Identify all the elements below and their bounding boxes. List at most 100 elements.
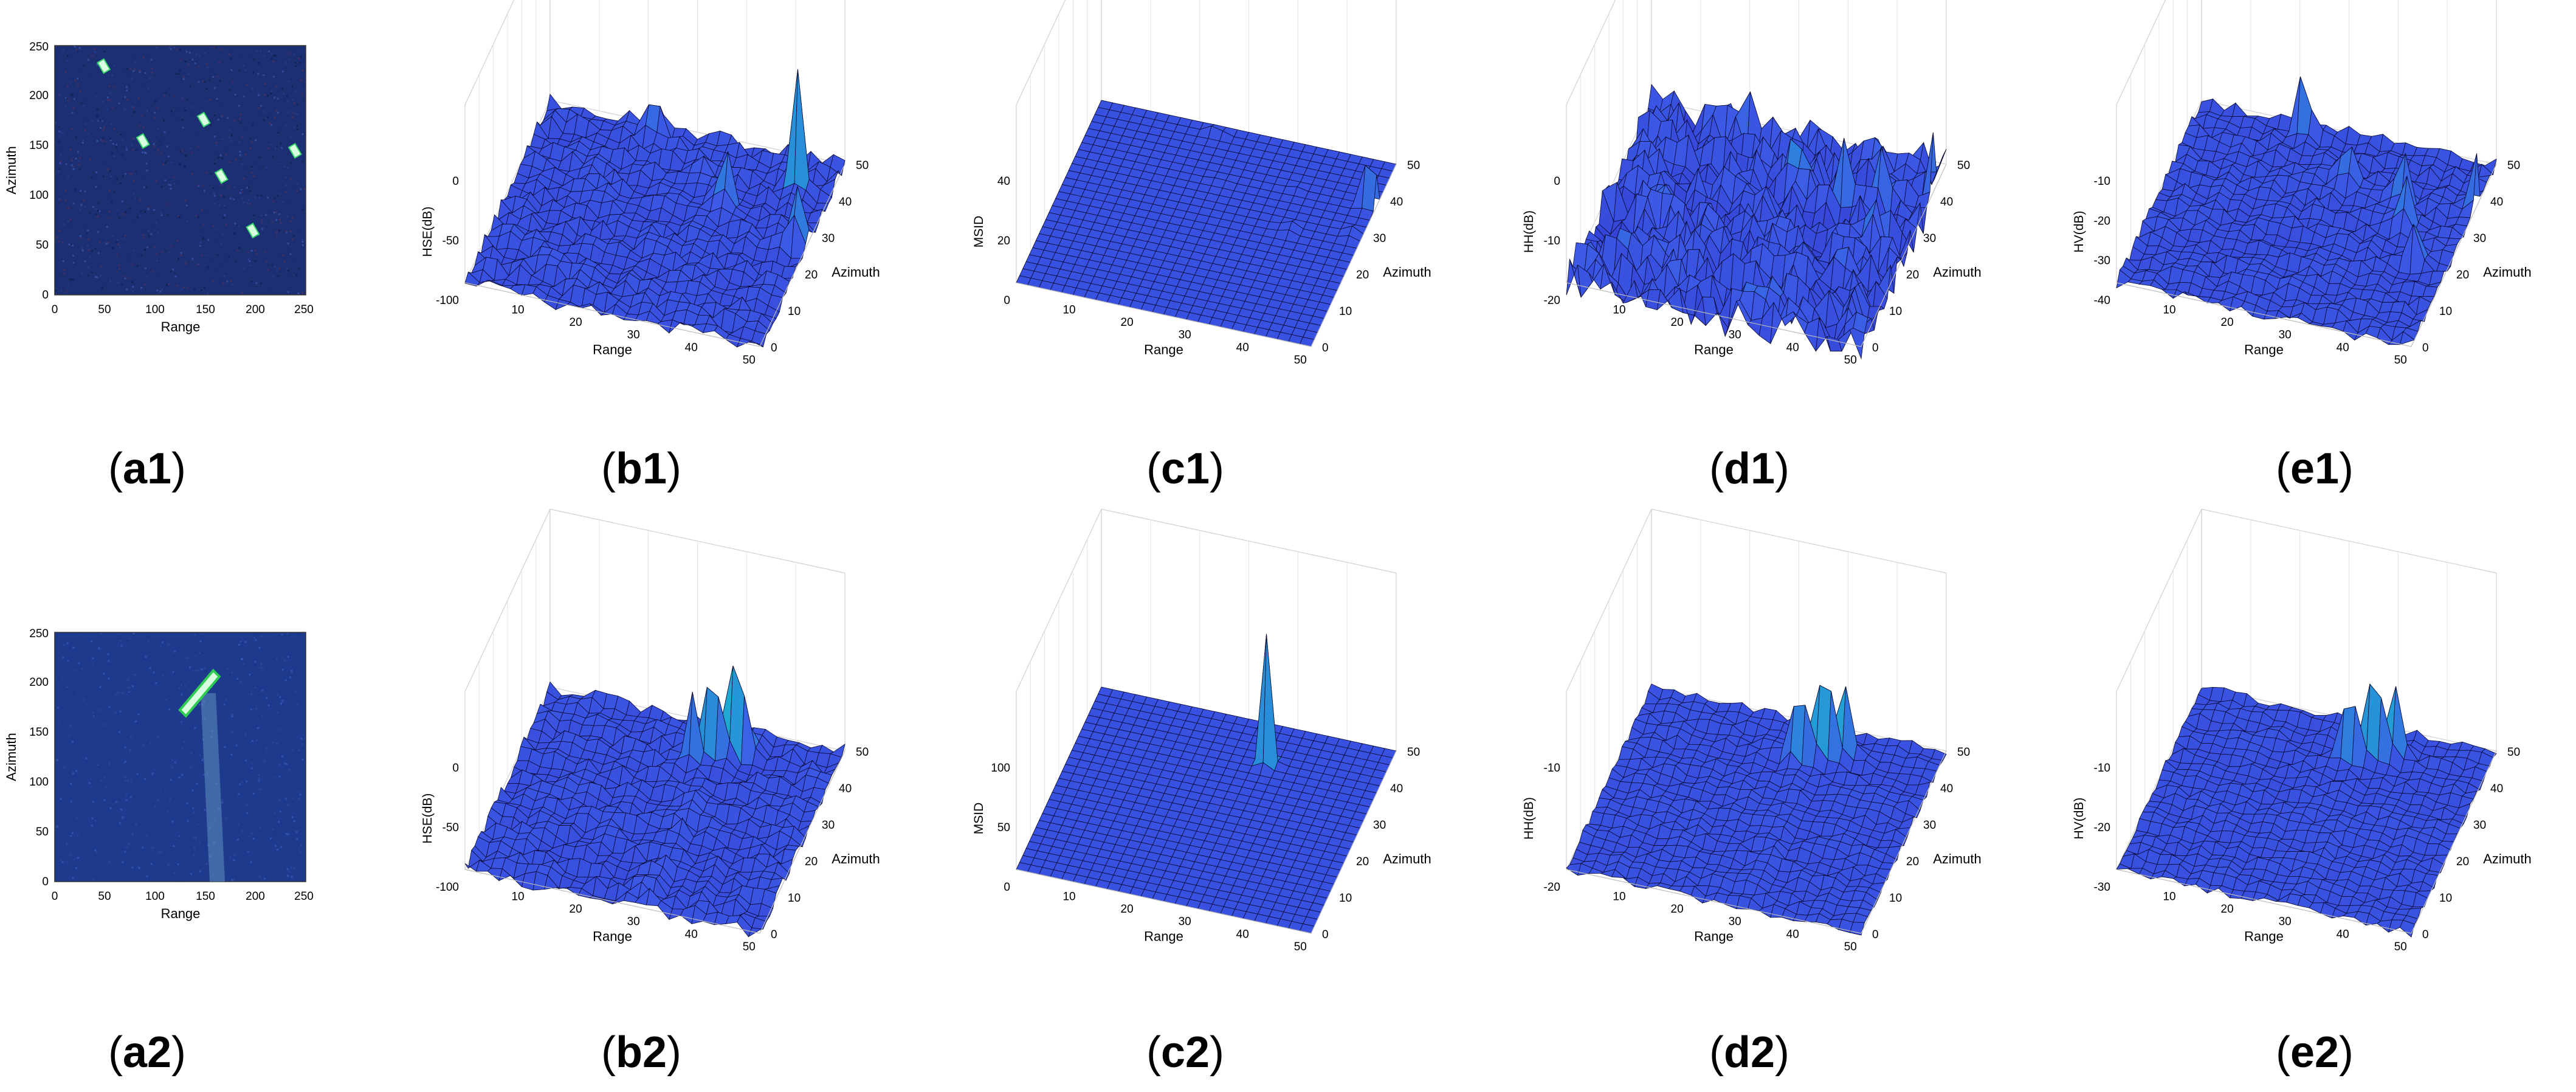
speckle-dot <box>69 148 72 150</box>
y-tick-label: 20 <box>1906 269 1919 282</box>
speckle-dot <box>297 112 299 115</box>
speckle-dot <box>195 669 198 672</box>
speckle-dot <box>301 69 304 71</box>
speckle-dot <box>116 254 119 256</box>
x-tick-label: 50 <box>2394 354 2407 367</box>
speckle-dot <box>183 286 185 288</box>
speckle-dot <box>154 74 156 76</box>
speckle-dot <box>108 660 110 662</box>
y-tick-label: 30 <box>1373 232 1386 245</box>
speckle-dot <box>272 741 274 744</box>
speckle-dot <box>58 135 61 137</box>
speckle-dot <box>292 98 294 100</box>
speckle-dot <box>255 707 257 710</box>
speckle-dot <box>74 80 77 82</box>
speckle-dot <box>301 743 303 745</box>
speckle-dot <box>279 130 281 132</box>
x-axis-label: Range <box>593 342 632 358</box>
speckle-dot <box>287 274 289 277</box>
speckle-dot <box>168 251 170 254</box>
surface-mesh <box>1566 83 1947 360</box>
speckle-dot <box>272 155 274 157</box>
speckle-dot <box>177 258 179 260</box>
surface-mesh <box>2116 76 2497 345</box>
speckle-dot <box>243 201 245 204</box>
surface-facet <box>1849 328 1865 360</box>
speckle-dot <box>253 58 255 60</box>
speckle-dot <box>174 272 176 275</box>
speckle-dot <box>84 190 86 193</box>
speckle-dot <box>137 713 140 716</box>
speckle-dot <box>131 78 133 80</box>
speckle-dot <box>139 103 141 105</box>
speckle-dot <box>231 716 233 717</box>
speckle-dot <box>263 741 265 743</box>
z-axis-label: HV(dB) <box>2072 211 2086 253</box>
speckle-dot <box>176 285 178 287</box>
speckle-dot <box>222 211 225 213</box>
z-tick-label: -50 <box>443 235 459 247</box>
speckle-dot <box>275 211 277 213</box>
speckle-dot <box>211 730 213 732</box>
speckle-dot <box>162 641 164 644</box>
speckle-dot <box>111 182 114 184</box>
speckle-dot <box>122 715 125 717</box>
speckle-dot <box>233 859 235 862</box>
speckle-dot <box>284 859 287 862</box>
speckle-dot <box>119 822 121 824</box>
speckle-dot <box>261 689 264 692</box>
speckle-dot <box>290 162 292 164</box>
speckle-dot <box>106 98 109 101</box>
speckle-dot <box>265 846 267 849</box>
speckle-dot <box>236 250 239 252</box>
speckle-dot <box>300 738 303 740</box>
z-tick-label: 20 <box>997 235 1010 247</box>
speckle-dot <box>184 165 186 167</box>
speckle-dot <box>208 98 211 101</box>
speckle-dot <box>117 728 119 730</box>
speckle-dot <box>287 242 289 244</box>
speckle-dot <box>230 140 233 142</box>
speckle-dot <box>250 648 252 651</box>
speckle-dot <box>117 208 119 210</box>
speckle-dot <box>185 50 188 53</box>
x-tick-label: 10 <box>511 304 524 317</box>
speckle-dot <box>273 75 275 78</box>
speckle-dot <box>221 801 224 804</box>
speckle-dot <box>260 222 263 224</box>
speckle-dot <box>55 224 57 227</box>
speckle-dot <box>63 273 65 275</box>
speckle-dot <box>286 833 288 835</box>
speckle-dot <box>142 86 144 88</box>
speckle-dot <box>166 811 168 814</box>
speckle-dot <box>278 213 280 215</box>
speckle-dot <box>155 685 157 687</box>
speckle-dot <box>174 758 177 760</box>
speckle-dot <box>119 182 122 184</box>
speckle-dot <box>280 846 283 848</box>
z-tick-label: -40 <box>2094 294 2110 307</box>
speckle-dot <box>174 283 176 285</box>
speckle-dot <box>213 203 216 206</box>
speckle-dot <box>241 163 243 165</box>
speckle-dot <box>219 204 221 207</box>
speckle-dot <box>239 192 241 194</box>
speckle-dot <box>205 670 207 672</box>
speckle-dot <box>114 711 117 714</box>
speckle-dot <box>99 686 102 688</box>
speckle-dot <box>95 213 97 215</box>
speckle-dot <box>60 808 63 810</box>
speckle-dot <box>273 54 275 57</box>
speckle-dot <box>66 693 67 694</box>
speckle-dot <box>102 120 103 122</box>
speckle-dot <box>291 876 293 878</box>
speckle-dot <box>287 833 289 835</box>
speckle-dot <box>193 846 196 849</box>
x-tick-label: 40 <box>1786 341 1799 354</box>
y-tick-label: 40 <box>839 196 852 209</box>
speckle-dot <box>111 123 112 125</box>
speckle-dot <box>199 54 201 57</box>
speckle-dot <box>222 232 224 235</box>
speckle-dot <box>277 849 279 851</box>
speckle-dot <box>177 837 180 839</box>
